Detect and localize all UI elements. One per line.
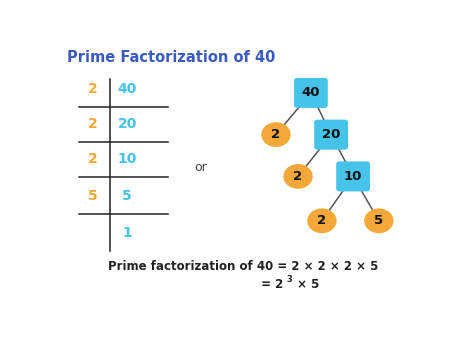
Ellipse shape	[283, 164, 313, 189]
Text: 3: 3	[287, 275, 292, 283]
Text: 2: 2	[272, 128, 281, 141]
Text: 10: 10	[344, 170, 362, 183]
Text: 2: 2	[87, 82, 97, 96]
Ellipse shape	[307, 208, 337, 233]
Text: Prime Factorization of 40: Prime Factorization of 40	[66, 50, 275, 65]
Text: 5: 5	[87, 189, 97, 203]
Text: 2: 2	[87, 153, 97, 166]
Text: 40: 40	[118, 82, 137, 96]
Text: 5: 5	[374, 214, 383, 227]
Text: 1: 1	[122, 225, 132, 240]
Ellipse shape	[364, 208, 393, 233]
Text: 40: 40	[301, 86, 320, 99]
Text: or: or	[194, 161, 207, 174]
FancyBboxPatch shape	[336, 161, 370, 192]
Text: × 5: × 5	[293, 278, 319, 291]
Text: 20: 20	[322, 128, 340, 141]
Text: 20: 20	[118, 117, 137, 131]
Text: 2: 2	[293, 170, 302, 183]
Text: 2: 2	[317, 214, 327, 227]
Text: 5: 5	[122, 189, 132, 203]
Text: Prime factorization of 40 = 2 × 2 × 2 × 5: Prime factorization of 40 = 2 × 2 × 2 × …	[108, 260, 378, 273]
Ellipse shape	[261, 122, 291, 147]
Text: 2: 2	[87, 117, 97, 131]
FancyBboxPatch shape	[314, 120, 348, 149]
FancyBboxPatch shape	[294, 78, 328, 108]
Text: 10: 10	[118, 153, 137, 166]
Text: = 2: = 2	[257, 278, 283, 291]
